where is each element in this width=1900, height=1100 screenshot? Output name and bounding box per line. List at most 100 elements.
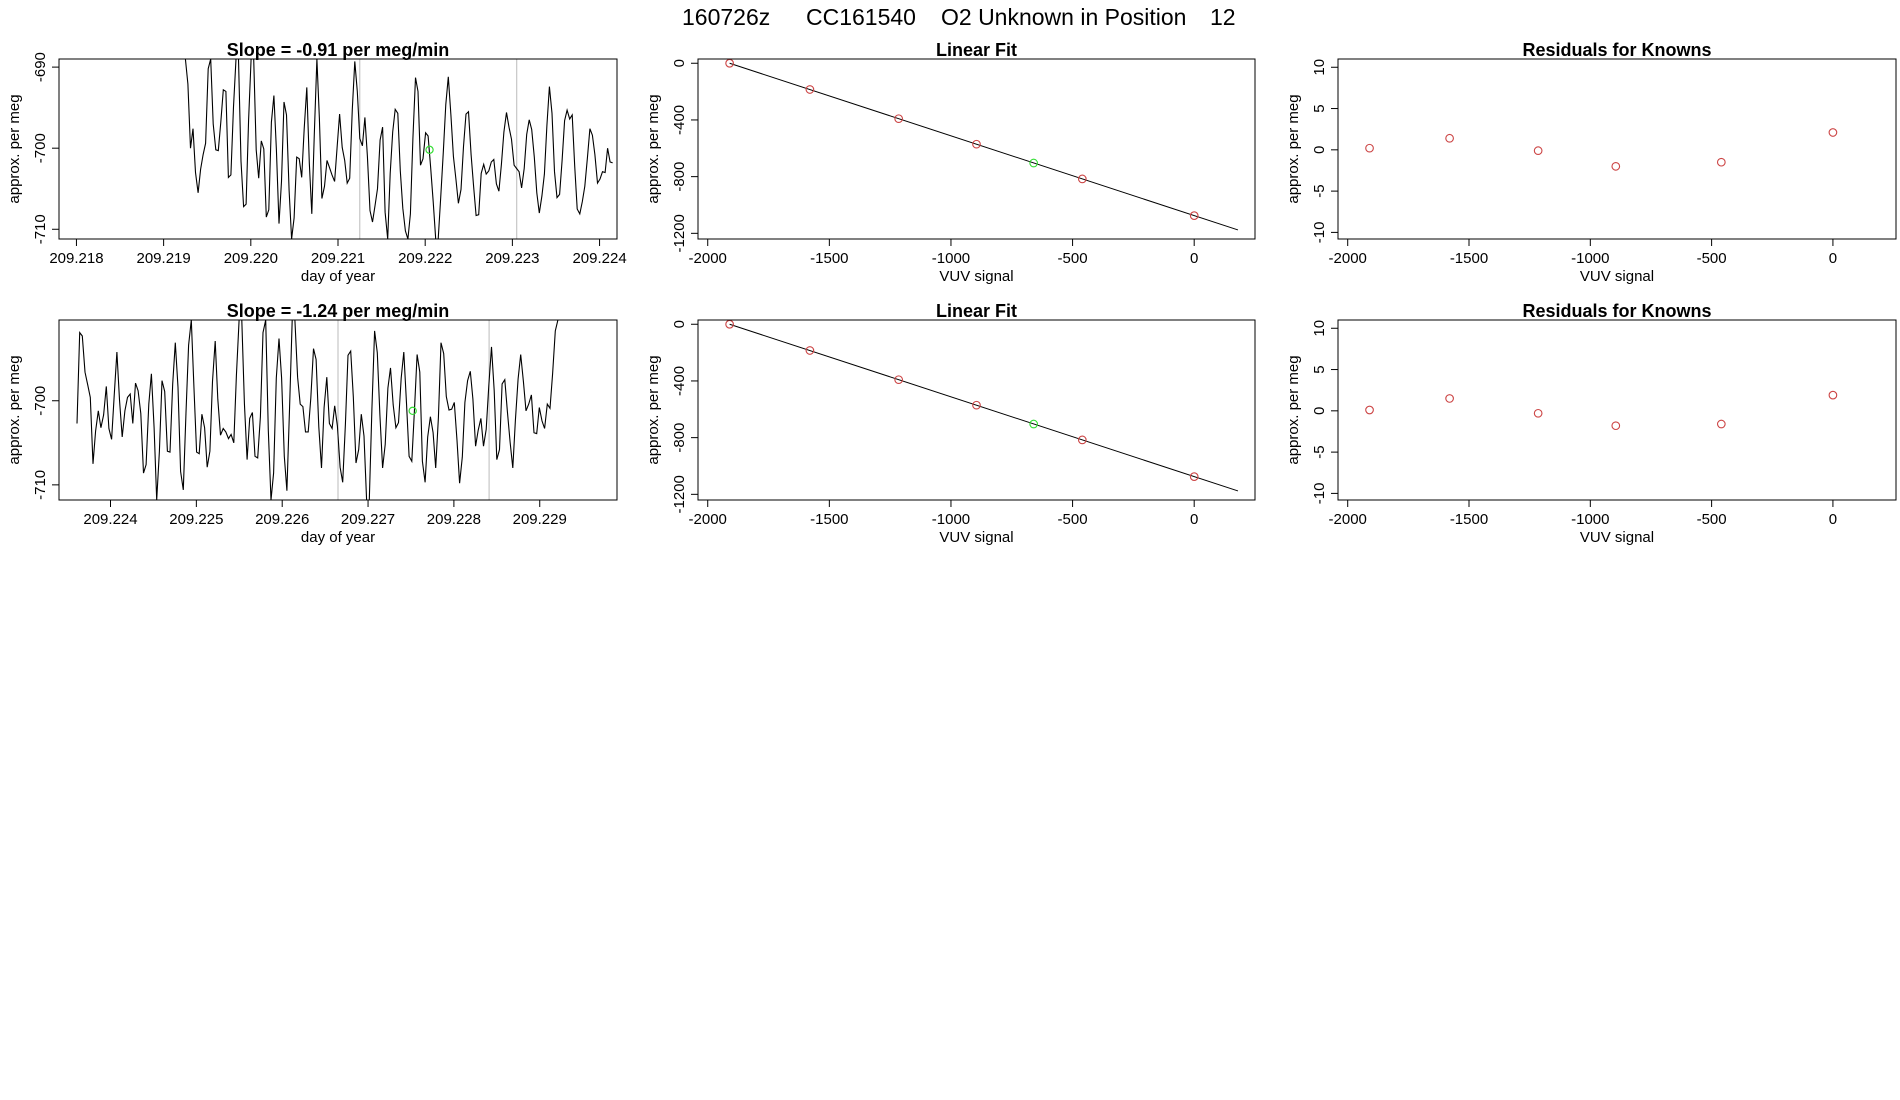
known-point bbox=[1716, 157, 1726, 167]
plot-area bbox=[184, 59, 613, 239]
panel-fit-1: Linear Fit -2000 -1500 -1000 -500 0 -1200 -800 -… bbox=[645, 40, 1256, 285]
known-point bbox=[1716, 419, 1726, 429]
y-tick-label: -5 bbox=[1311, 445, 1328, 458]
y-tick-label: 0 bbox=[1311, 146, 1328, 154]
plot-frame bbox=[1337, 58, 1897, 240]
x-tick-label: 209.218 bbox=[49, 250, 103, 267]
plot-area bbox=[76, 320, 559, 500]
y-tick-label: -10 bbox=[1311, 222, 1328, 244]
x-tick-label: -1000 bbox=[1571, 250, 1609, 267]
y-tick-label: -1200 bbox=[671, 214, 688, 252]
known-point bbox=[1611, 421, 1621, 431]
known-point bbox=[972, 400, 981, 410]
y-tick-label: 5 bbox=[1311, 365, 1328, 373]
unknown-point bbox=[1029, 419, 1039, 429]
y-tick-label: -700 bbox=[32, 386, 49, 416]
panel-resid-2: Residuals for Knowns -2000 -1500 -1000 -500 0… bbox=[1285, 301, 1897, 546]
x-tick-label: -2000 bbox=[689, 511, 727, 528]
x-tick-label: -2000 bbox=[1329, 250, 1367, 267]
known-point bbox=[1611, 161, 1621, 171]
x-tick-label: 0 bbox=[1190, 511, 1198, 528]
known-point bbox=[1445, 133, 1454, 143]
y-axis-label: approx. per meg bbox=[6, 94, 23, 203]
known-point bbox=[1828, 128, 1838, 137]
x-tick-label: -500 bbox=[1697, 511, 1727, 528]
y-tick-label: -400 bbox=[671, 366, 688, 396]
x-tick-label: -1000 bbox=[1571, 511, 1609, 528]
y-axis-label: approx. per meg bbox=[6, 355, 23, 464]
known-point bbox=[894, 114, 904, 124]
panel-fit-2: Linear Fit -2000 -1500 -1000 -500 0 -1200 -800 -… bbox=[645, 301, 1256, 546]
figure-title-position: 12 bbox=[1210, 4, 1236, 30]
panel-drift-1: Slope = -0.91 per meg/min 209.218 209.219 2… bbox=[6, 40, 627, 285]
known-point bbox=[1828, 390, 1838, 400]
plot-area bbox=[725, 320, 1239, 492]
x-tick-label: -1000 bbox=[932, 250, 970, 267]
unknown-marker bbox=[408, 406, 417, 416]
y-tick-label: -710 bbox=[32, 214, 49, 244]
x-axis-label: VUV signal bbox=[939, 268, 1013, 285]
x-tick-label: 209.223 bbox=[485, 250, 539, 267]
known-point bbox=[972, 139, 981, 149]
known-point bbox=[1445, 394, 1454, 403]
known-point bbox=[1189, 472, 1199, 481]
y-axis-label: approx. per meg bbox=[645, 94, 662, 203]
x-tick-label: 0 bbox=[1190, 250, 1198, 267]
known-point bbox=[1077, 435, 1087, 445]
x-tick-label: 209.226 bbox=[255, 511, 309, 528]
known-point bbox=[805, 346, 815, 355]
fit-line bbox=[729, 323, 1239, 492]
y-tick-label: 0 bbox=[671, 320, 688, 328]
x-tick-label: -1500 bbox=[810, 511, 848, 528]
plot-frame bbox=[697, 319, 1256, 501]
signal-trace bbox=[184, 59, 613, 239]
x-tick-label: 209.219 bbox=[137, 250, 191, 267]
y-tick-label: -10 bbox=[1311, 483, 1328, 505]
plot-frame bbox=[697, 58, 1256, 240]
plot-area bbox=[1365, 128, 1838, 171]
x-tick-label: -1500 bbox=[810, 250, 848, 267]
x-tick-label: -1000 bbox=[932, 511, 970, 528]
x-tick-label: -500 bbox=[1058, 511, 1088, 528]
panel-resid-1: Residuals for Knowns -2000 -1500 -1000 -500 0… bbox=[1285, 40, 1897, 285]
y-tick-label: -400 bbox=[671, 105, 688, 135]
y-tick-label: -5 bbox=[1311, 184, 1328, 197]
panel-drift-2: Slope = -1.24 per meg/min 209.224 209.225 2… bbox=[6, 301, 618, 546]
x-tick-label: -1500 bbox=[1450, 511, 1488, 528]
plot-area bbox=[725, 59, 1239, 231]
fit-line bbox=[729, 62, 1239, 231]
plot-title: Residuals for Knowns bbox=[1522, 40, 1711, 60]
y-axis-label: approx. per meg bbox=[645, 355, 662, 464]
x-tick-label: 0 bbox=[1829, 250, 1837, 267]
x-tick-label: -500 bbox=[1697, 250, 1727, 267]
x-tick-label: 209.222 bbox=[398, 250, 452, 267]
y-tick-label: -800 bbox=[671, 423, 688, 453]
plot-frame bbox=[58, 319, 618, 501]
x-tick-label: -500 bbox=[1058, 250, 1088, 267]
x-tick-label: 209.228 bbox=[427, 511, 481, 528]
known-point bbox=[1189, 211, 1199, 220]
known-point bbox=[1365, 405, 1374, 415]
known-point bbox=[805, 85, 815, 94]
x-tick-label: 209.221 bbox=[311, 250, 365, 267]
x-tick-label: 209.225 bbox=[169, 511, 223, 528]
known-point bbox=[1533, 408, 1543, 418]
y-tick-label: -1200 bbox=[671, 475, 688, 513]
plot-title: Slope = -0.91 per meg/min bbox=[227, 40, 450, 60]
unknown-point bbox=[1029, 158, 1039, 168]
x-axis-label: VUV signal bbox=[1580, 268, 1654, 285]
y-axis-label: approx. per meg bbox=[1285, 355, 1302, 464]
plot-area bbox=[1365, 390, 1838, 431]
x-tick-label: -2000 bbox=[689, 250, 727, 267]
plot-frame bbox=[1337, 319, 1897, 501]
y-tick-label: -690 bbox=[32, 52, 49, 82]
x-tick-label: -2000 bbox=[1329, 511, 1367, 528]
plot-title: Linear Fit bbox=[936, 40, 1017, 60]
figure-title-date: 160726z bbox=[682, 4, 770, 30]
figure-title-cylinder: CC161540 bbox=[806, 4, 916, 30]
x-tick-label: 209.220 bbox=[224, 250, 278, 267]
y-tick-label: 0 bbox=[1311, 407, 1328, 415]
x-axis-label: day of year bbox=[301, 529, 375, 546]
x-tick-label: -1500 bbox=[1450, 250, 1488, 267]
